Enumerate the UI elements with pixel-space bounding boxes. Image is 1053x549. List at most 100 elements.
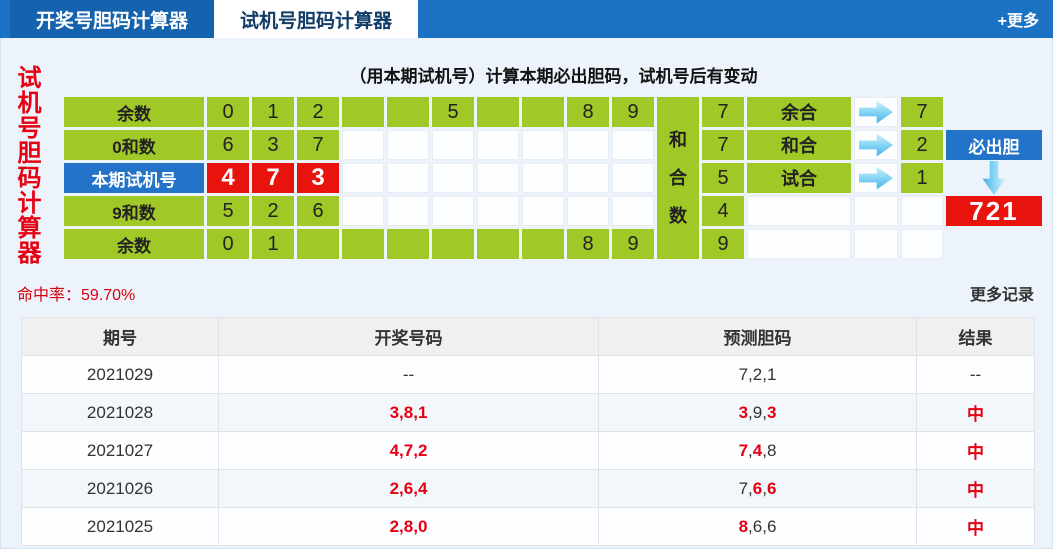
tab-draw-number-calculator[interactable]: 开奖号胆码计算器 bbox=[10, 0, 215, 38]
grid-cell bbox=[612, 130, 654, 160]
table-row: 2021029 -- 7,2,1 -- bbox=[21, 355, 1035, 394]
issue-cell: 2021028 bbox=[21, 393, 219, 432]
grid-cell bbox=[567, 163, 609, 193]
grid-cell: 8 bbox=[567, 97, 609, 127]
arrow-right-icon bbox=[859, 100, 893, 124]
grid-cell bbox=[297, 229, 339, 259]
column-header: 结果 bbox=[916, 317, 1035, 356]
sum-value-cell: 9 bbox=[702, 229, 744, 259]
grid-cell bbox=[522, 130, 564, 160]
grid-cell bbox=[522, 229, 564, 259]
grid-cell: 3 bbox=[252, 130, 294, 160]
combo-label-cell: 试合 bbox=[747, 163, 851, 193]
grid-cell bbox=[432, 229, 474, 259]
grid-cell bbox=[342, 130, 384, 160]
grid-cell: 8 bbox=[567, 229, 609, 259]
grid-cell bbox=[342, 97, 384, 127]
combo-value-cell: 2 bbox=[901, 130, 943, 160]
grid-cell bbox=[946, 97, 1042, 127]
table-row: 2021028 3,8,1 3,9,3 中 bbox=[21, 393, 1035, 432]
grid-cell: 6 bbox=[207, 130, 249, 160]
arrow-right-icon bbox=[859, 133, 893, 157]
sum-value-cell: 5 bbox=[702, 163, 744, 193]
issue-cell: 2021026 bbox=[21, 469, 219, 508]
table-row: 2021025 2,8,0 8,6,6 中 bbox=[21, 507, 1035, 546]
grid-cell: 1 bbox=[252, 97, 294, 127]
combo-label-cell: 和合 bbox=[747, 130, 851, 160]
table-row: 2021026 2,6,4 7,6,6 中 bbox=[21, 469, 1035, 508]
grid-cell: 0 bbox=[207, 97, 249, 127]
winning-numbers-cell: 2,6,4 bbox=[218, 469, 599, 508]
arrow-cell bbox=[854, 130, 898, 160]
grid-cell bbox=[432, 163, 474, 193]
grid-cell bbox=[567, 130, 609, 160]
grid-cell bbox=[747, 196, 851, 226]
hit-rate: 命中率：59.70% bbox=[17, 281, 135, 305]
more-records-link[interactable]: 更多记录 bbox=[969, 287, 1034, 304]
column-header: 开奖号码 bbox=[218, 317, 599, 356]
top-tab-bar: 开奖号胆码计算器 试机号胆码计算器 +更多 bbox=[0, 0, 1053, 38]
winning-numbers-cell: 2,8,0 bbox=[218, 507, 599, 546]
side-vertical-title: 试机号胆码计算器 bbox=[17, 65, 42, 267]
row-label: 余数 bbox=[64, 229, 204, 259]
grid-cell: 4 bbox=[207, 163, 249, 193]
predicted-numbers-cell: 7,4,8 bbox=[598, 431, 917, 470]
result-cell: 中 bbox=[916, 507, 1035, 546]
result-cell: 中 bbox=[916, 393, 1035, 432]
grid-cell: 2 bbox=[297, 97, 339, 127]
grid-cell bbox=[477, 130, 519, 160]
grid-cell: 3 bbox=[297, 163, 339, 193]
winning-numbers-cell: 3,8,1 bbox=[218, 393, 599, 432]
column-header: 预测胆码 bbox=[598, 317, 917, 356]
grid-cell bbox=[612, 163, 654, 193]
arrow-cell bbox=[854, 163, 898, 193]
hit-rate-label: 命中率： bbox=[17, 287, 82, 304]
grid-cell bbox=[477, 97, 519, 127]
grid-cell: 6 bbox=[297, 196, 339, 226]
issue-cell: 2021029 bbox=[21, 355, 219, 394]
calculator-grid: 余数 0 1 2 5 8 9 和 合 数 7 余合 7 0和数 6 3 7 7 和合 2 必出胆 本期试机号 4 7 3 5 试… bbox=[64, 97, 1052, 259]
combo-value-cell: 1 bbox=[901, 163, 943, 193]
grid-cell bbox=[342, 163, 384, 193]
grid-cell: 9 bbox=[612, 97, 654, 127]
more-link[interactable]: +更多 bbox=[997, 13, 1039, 30]
grid-cell bbox=[387, 97, 429, 127]
content-area: 试机号胆码计算器 （用本期试机号）计算本期必出胆码，试机号后有变动 余数 0 1 2 5… bbox=[0, 38, 1053, 549]
grid-cell bbox=[477, 229, 519, 259]
hit-rate-value: 59.70% bbox=[81, 287, 136, 304]
grid-cell bbox=[387, 130, 429, 160]
grid-cell: 0 bbox=[207, 229, 249, 259]
arrow-down-cell bbox=[946, 163, 1042, 193]
row-label: 0和数 bbox=[64, 130, 204, 160]
arrow-cell bbox=[854, 97, 898, 127]
grid-cell bbox=[522, 97, 564, 127]
predicted-numbers-cell: 3,9,3 bbox=[598, 393, 917, 432]
issue-cell: 2021027 bbox=[21, 431, 219, 470]
sum-group-label: 和 合 数 bbox=[657, 97, 699, 259]
sum-value-cell: 4 bbox=[702, 196, 744, 226]
grid-cell bbox=[747, 229, 851, 259]
grid-cell bbox=[432, 196, 474, 226]
table-row: 2021027 4,7,2 7,4,8 中 bbox=[21, 431, 1035, 470]
stats-row: 命中率：59.70% 更多记录 bbox=[17, 281, 1034, 305]
grid-cell: 1 bbox=[252, 229, 294, 259]
records-header-row: 期号 开奖号码 预测胆码 结果 bbox=[21, 317, 1035, 356]
grid-cell: 5 bbox=[432, 97, 474, 127]
row-label: 9和数 bbox=[64, 196, 204, 226]
grid-cell bbox=[387, 163, 429, 193]
grid-cell: 2 bbox=[252, 196, 294, 226]
sum-value-cell: 7 bbox=[702, 130, 744, 160]
result-cell: 中 bbox=[916, 431, 1035, 470]
winning-numbers-cell: 4,7,2 bbox=[218, 431, 599, 470]
grid-cell bbox=[901, 229, 943, 259]
combo-value-cell: 7 bbox=[901, 97, 943, 127]
grid-cell bbox=[901, 196, 943, 226]
grid-cell bbox=[522, 163, 564, 193]
tab-test-number-calculator[interactable]: 试机号胆码计算器 bbox=[214, 0, 419, 38]
predicted-numbers-cell: 8,6,6 bbox=[598, 507, 917, 546]
predicted-numbers-cell: 7,2,1 bbox=[598, 355, 917, 394]
calculator-heading: （用本期试机号）计算本期必出胆码，试机号后有变动 bbox=[349, 67, 758, 86]
records-table: 期号 开奖号码 预测胆码 结果 2021029 -- 7,2,1 -- 2021028 3,8,… bbox=[21, 317, 1035, 546]
grid-cell: 9 bbox=[612, 229, 654, 259]
issue-cell: 2021025 bbox=[21, 507, 219, 546]
